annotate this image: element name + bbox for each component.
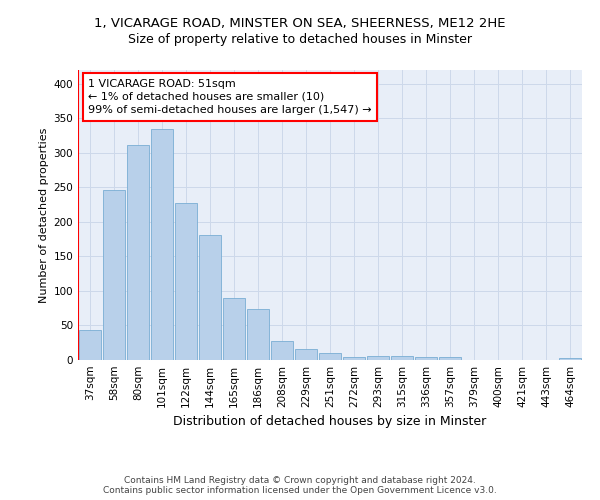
Bar — [271, 342, 293, 360]
Bar — [127, 144, 149, 360]
Bar — [367, 356, 389, 360]
X-axis label: Distribution of detached houses by size in Minster: Distribution of detached houses by size … — [173, 416, 487, 428]
Bar — [439, 357, 461, 360]
Bar — [79, 330, 101, 360]
Bar — [223, 298, 245, 360]
Bar — [391, 356, 413, 360]
Bar — [151, 128, 173, 360]
Bar — [103, 190, 125, 360]
Bar — [415, 356, 437, 360]
Bar — [247, 309, 269, 360]
Bar — [199, 235, 221, 360]
Text: Size of property relative to detached houses in Minster: Size of property relative to detached ho… — [128, 32, 472, 46]
Text: 1 VICARAGE ROAD: 51sqm
← 1% of detached houses are smaller (10)
99% of semi-deta: 1 VICARAGE ROAD: 51sqm ← 1% of detached … — [88, 78, 372, 115]
Text: 1, VICARAGE ROAD, MINSTER ON SEA, SHEERNESS, ME12 2HE: 1, VICARAGE ROAD, MINSTER ON SEA, SHEERN… — [94, 18, 506, 30]
Text: Contains HM Land Registry data © Crown copyright and database right 2024.
Contai: Contains HM Land Registry data © Crown c… — [103, 476, 497, 495]
Y-axis label: Number of detached properties: Number of detached properties — [39, 128, 49, 302]
Bar — [343, 356, 365, 360]
Bar — [319, 353, 341, 360]
Bar — [559, 358, 581, 360]
Bar — [295, 349, 317, 360]
Bar — [175, 204, 197, 360]
